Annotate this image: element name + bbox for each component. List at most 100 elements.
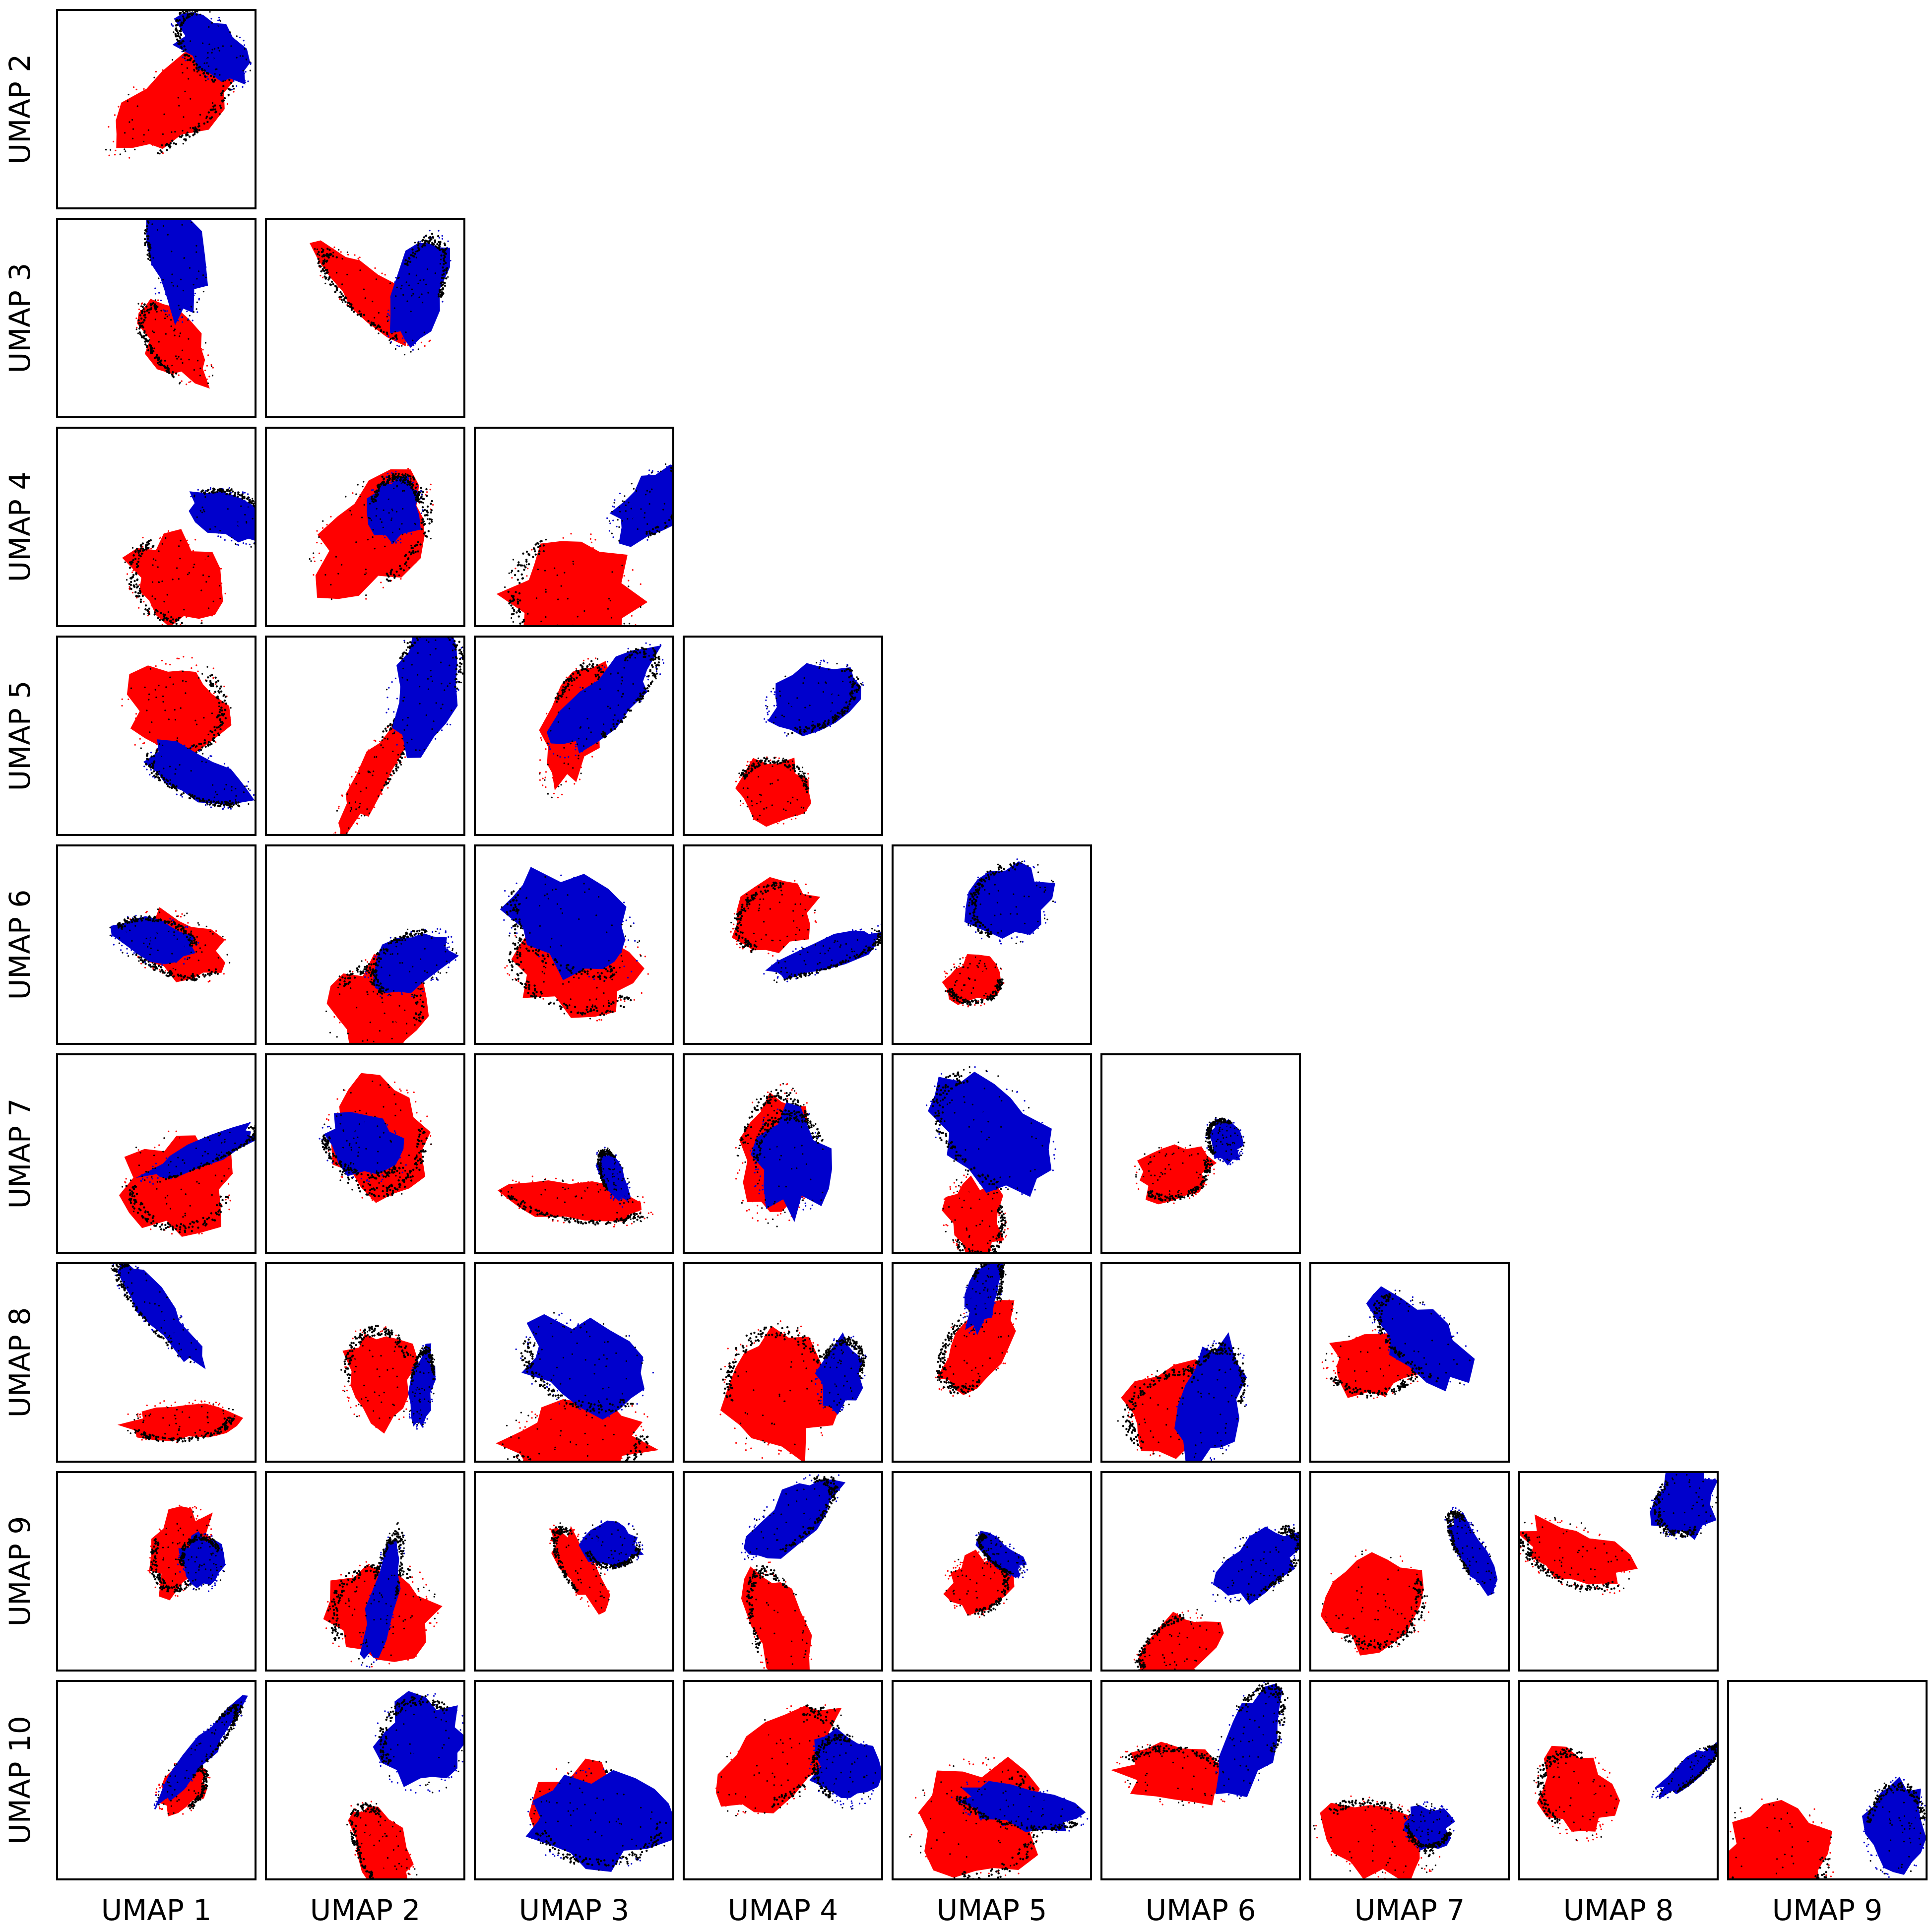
- blue-cluster: [189, 491, 256, 543]
- panel-points: [340, 1325, 437, 1434]
- panel-points: [1321, 1286, 1475, 1399]
- panel-frame: [265, 427, 465, 627]
- blue-cluster-points: [606, 463, 673, 543]
- red-cluster-points: [124, 530, 226, 626]
- panel-umap7-vs-umap4: [683, 1053, 883, 1254]
- row-label: UMAP 7: [3, 1098, 37, 1209]
- panel-frame: [265, 844, 465, 1045]
- red-cluster-boundary-points: [1519, 1532, 1619, 1592]
- panel-points: [111, 1263, 244, 1443]
- red-cluster-boundary-points: [507, 1195, 644, 1226]
- panel-umap8-vs-umap4: [683, 1262, 883, 1463]
- panel-points: [496, 1312, 659, 1462]
- panel-points: [346, 1691, 464, 1879]
- red-cluster: [496, 541, 648, 626]
- panel-frame: [56, 1680, 257, 1880]
- blue-cluster: [546, 645, 662, 754]
- blue-cluster-boundary-points: [535, 1821, 667, 1868]
- red-cluster: [1519, 1514, 1638, 1585]
- blue-cluster-boundary-points: [200, 487, 256, 508]
- red-cluster: [942, 954, 1001, 1005]
- blue-cluster-points: [501, 874, 642, 982]
- panel-umap9-vs-umap5: [892, 1471, 1092, 1672]
- red-cluster: [715, 1705, 842, 1813]
- blue-cluster-points: [111, 1264, 199, 1363]
- red-cluster-boundary-points: [1122, 1365, 1194, 1449]
- red-cluster-points: [1728, 1798, 1834, 1879]
- panel-umap5-vs-umap2: [265, 636, 465, 836]
- blue-cluster-boundary-points: [956, 1796, 1079, 1832]
- panel-points: [496, 463, 673, 626]
- panel-points: [121, 656, 256, 810]
- panel-frame: [1309, 1680, 1510, 1880]
- column-label: UMAP 2: [310, 1893, 420, 1927]
- blue-cluster: [765, 930, 882, 980]
- red-cluster-boundary-points: [134, 1417, 235, 1443]
- blue-cluster: [751, 1102, 832, 1223]
- row-label: UMAP 5: [3, 681, 37, 791]
- panel-frame: [1518, 1680, 1719, 1880]
- panel-frame: [892, 1680, 1092, 1880]
- panel-umap9-vs-umap1: [56, 1471, 257, 1672]
- panel-frame: [56, 1262, 257, 1463]
- red-cluster-points: [745, 1561, 812, 1671]
- panel-frame: [56, 636, 257, 836]
- blue-cluster-points: [1863, 1777, 1927, 1878]
- panel-frame: [56, 1471, 257, 1672]
- panel-umap9-vs-umap3: [474, 1471, 674, 1672]
- blue-cluster-boundary-points: [1187, 1342, 1246, 1404]
- panel-points: [500, 867, 649, 1022]
- red-cluster-boundary-points: [936, 1319, 981, 1395]
- panel-umap6-vs-umap2: [265, 844, 465, 1045]
- blue-cluster: [975, 1531, 1027, 1578]
- panel-frame: [265, 1680, 465, 1880]
- red-cluster-points: [1134, 1141, 1215, 1204]
- red-cluster-points: [135, 299, 214, 386]
- column-label: UMAP 6: [1146, 1893, 1256, 1927]
- blue-cluster: [143, 739, 255, 806]
- column-label: UMAP 8: [1563, 1893, 1674, 1927]
- blue-cluster-boundary-points: [645, 465, 673, 537]
- panel-umap10-vs-umap7: [1309, 1680, 1510, 1880]
- red-cluster-points: [121, 656, 232, 759]
- panel-points: [1117, 1332, 1249, 1462]
- panel-frame: [474, 427, 674, 627]
- red-cluster: [117, 1403, 244, 1441]
- panel-umap4-vs-umap1: [56, 427, 257, 627]
- panel-points: [319, 1073, 432, 1203]
- panel-umap7-vs-umap6: [1100, 1053, 1301, 1254]
- blue-cluster-boundary-points: [374, 1528, 405, 1596]
- blue-cluster: [1174, 1332, 1247, 1462]
- blue-cluster-points: [1650, 1472, 1718, 1540]
- blue-cluster-points: [109, 914, 201, 966]
- panel-umap7-vs-umap2: [265, 1053, 465, 1254]
- panel-frame: [892, 1262, 1092, 1463]
- blue-cluster-boundary-points: [811, 1734, 851, 1799]
- row-axis-labels: UMAP 2 UMAP 3 UMAP 4 UMAP 5 UMAP 6 UMAP 7 UMAP…: [3, 54, 37, 1845]
- panel-frame: [474, 844, 674, 1045]
- blue-cluster: [1366, 1286, 1475, 1392]
- panel-points: [1533, 1741, 1718, 1842]
- red-cluster: [127, 665, 232, 759]
- panel-umap6-vs-umap3: [474, 844, 674, 1045]
- panel-umap9-vs-umap8: [1518, 1471, 1719, 1672]
- panel-points: [119, 1122, 256, 1237]
- panel-umap5-vs-umap3: [474, 636, 674, 836]
- panel-frame: [683, 636, 883, 836]
- blue-cluster-boundary-points: [1866, 1782, 1926, 1823]
- blue-cluster: [135, 1122, 256, 1179]
- panel-frame: [474, 1262, 674, 1463]
- panel-umap4-vs-umap3: [474, 427, 674, 627]
- blue-cluster-boundary-points: [378, 1695, 449, 1765]
- blue-cluster-boundary-points: [1405, 1825, 1452, 1849]
- panel-points: [1110, 1681, 1288, 1808]
- panel-umap3-vs-umap2: [265, 218, 465, 418]
- blue-cluster-points: [963, 858, 1056, 945]
- blue-cluster-boundary-points: [1205, 1117, 1232, 1155]
- panel-frame: [683, 844, 883, 1045]
- panel-points: [1134, 1117, 1245, 1205]
- red-cluster-boundary-points: [551, 1526, 579, 1593]
- blue-cluster: [1447, 1512, 1498, 1596]
- blue-cluster-boundary-points: [370, 474, 422, 503]
- panel-points: [730, 877, 882, 983]
